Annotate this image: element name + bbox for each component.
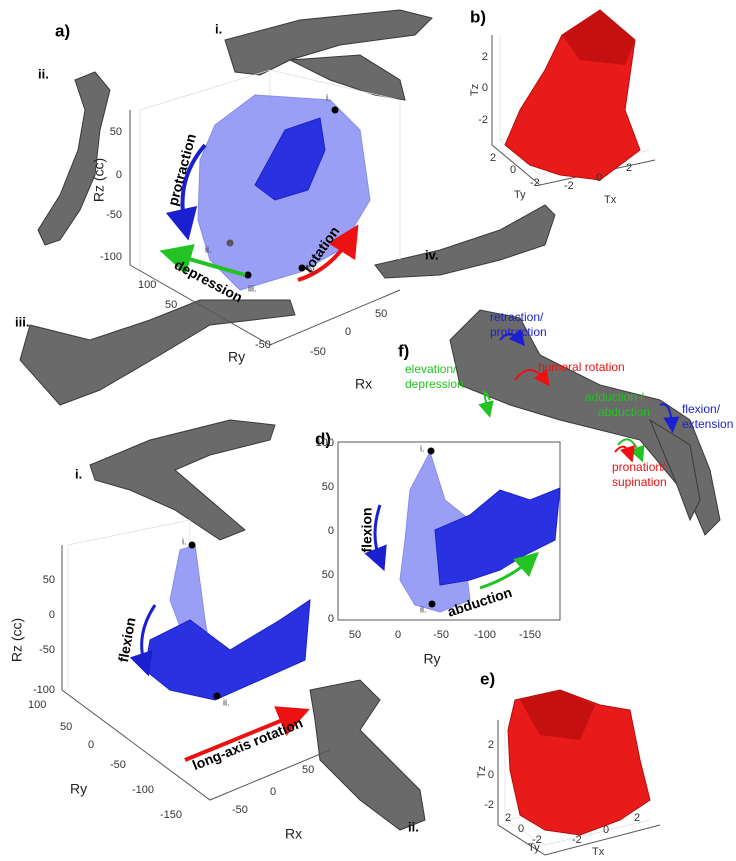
axis-label: Ry <box>70 781 87 797</box>
motion-label: elevation/ <box>405 362 457 376</box>
tick-label: -50 <box>433 629 449 641</box>
bone-label: iii. <box>15 314 29 329</box>
axis-label: Ry <box>423 651 440 667</box>
tick-label: 0 <box>345 326 351 338</box>
tick-label: 0 <box>395 629 401 641</box>
annotation: flexion <box>115 616 139 663</box>
tick-label: -50 <box>255 339 271 351</box>
tick-label: 0 <box>88 739 94 751</box>
bone-label: iv. <box>425 247 439 262</box>
motion-label: depression <box>405 377 464 391</box>
axis-label: Rz (cc) <box>91 158 107 202</box>
tick-label: -2 <box>572 834 582 846</box>
point-label: ii. <box>420 604 427 614</box>
tick-label: -100 <box>474 629 496 641</box>
tick-label: -50 <box>232 804 248 816</box>
tick-label: 0 <box>510 164 516 176</box>
point-label: iv. <box>308 264 316 274</box>
motion-label: extension <box>682 417 733 431</box>
motion-label: abduction <box>598 405 650 419</box>
axis-label: Tx <box>592 846 605 858</box>
motion-label: supination <box>612 475 667 489</box>
figure: a) i. ii. iii. iv. Rz (cc) Ry Rx 50 0 -5… <box>0 0 736 861</box>
panel-label: a) <box>55 21 70 40</box>
axis-label: Tz <box>469 84 481 96</box>
bone-label: i. <box>75 466 82 481</box>
tick-label: 2 <box>488 739 494 751</box>
tick-label: 0 <box>596 172 602 184</box>
annotation: protraction <box>164 132 199 208</box>
tick-label: 50 <box>165 299 177 311</box>
annotation: long-axis rotation <box>190 714 305 773</box>
tick-label: -100 <box>33 684 55 696</box>
axis-label: Rz (cc) <box>9 618 25 662</box>
tick-label: 50 <box>375 308 387 320</box>
bone-label: ii. <box>38 66 49 81</box>
bone-label: ii. <box>408 819 419 834</box>
tick-label: 100 <box>138 279 156 291</box>
tick-label: 50 <box>322 569 334 581</box>
tick-label: -50 <box>106 209 122 221</box>
tick-label: 50 <box>322 481 334 493</box>
axis-label: Tz <box>476 766 488 778</box>
tick-label: -100 <box>100 251 122 263</box>
tick-label: 0 <box>270 786 276 798</box>
tick-label: -2 <box>564 180 574 192</box>
panel-label: e) <box>480 669 495 688</box>
tick-label: 50 <box>110 126 122 138</box>
bone-label: i. <box>215 21 222 36</box>
tick-label: -50 <box>110 759 126 771</box>
axis-label: Ry <box>228 349 245 365</box>
tick-label: 2 <box>482 51 488 63</box>
annotation: flexion <box>359 507 375 552</box>
tick-label: 100 <box>316 437 334 449</box>
motion-label: flexion/ <box>682 402 721 416</box>
point-label: iii. <box>248 283 257 293</box>
tick-label: 50 <box>349 629 361 641</box>
tick-label: 2 <box>626 162 632 174</box>
motion-label: adduction / <box>585 390 644 404</box>
tick-label: 100 <box>28 699 46 711</box>
tick-label: -2 <box>478 114 488 126</box>
tick-label: -2 <box>484 799 494 811</box>
tick-label: 0 <box>603 824 609 836</box>
axis-label: Tx <box>604 194 617 206</box>
motion-label: protraction <box>490 325 547 339</box>
tick-label: 0 <box>328 525 334 537</box>
tick-label: 2 <box>505 812 511 824</box>
tick-label: 50 <box>60 721 72 733</box>
panel-b-graphics <box>492 10 655 185</box>
axis-label: Ty <box>514 189 526 201</box>
axis-label: Rx <box>285 826 302 842</box>
tick-label: -50 <box>39 644 55 656</box>
tick-label: 0 <box>328 613 334 625</box>
panel-label: b) <box>470 7 486 26</box>
tick-label: -2 <box>532 834 542 846</box>
tick-label: 0 <box>482 82 488 94</box>
point-label: i. <box>420 443 425 453</box>
tick-label: 0 <box>488 769 494 781</box>
motion-label: retraction/ <box>490 310 544 324</box>
point-label: i. <box>326 92 331 102</box>
tick-label: -2 <box>530 177 540 189</box>
point-label: i. <box>182 536 187 546</box>
tick-label: 50 <box>302 764 314 776</box>
tick-label: 0 <box>116 169 122 181</box>
tick-label: 0 <box>49 609 55 621</box>
tick-label: 50 <box>43 574 55 586</box>
panel-label: f) <box>398 341 409 360</box>
tick-label: 0 <box>518 823 524 835</box>
motion-label: humeral rotation <box>538 360 625 374</box>
motion-label: pronation/ <box>612 460 666 474</box>
tick-label: -100 <box>132 784 154 796</box>
axis-label: Rx <box>355 376 372 392</box>
tick-label: -50 <box>310 346 326 358</box>
tick-label: 2 <box>490 152 496 164</box>
tick-label: 2 <box>634 812 640 824</box>
tick-label: -150 <box>519 629 541 641</box>
tick-label: -150 <box>160 809 182 821</box>
point-label: ii. <box>205 244 212 254</box>
point-label: ii. <box>223 697 230 707</box>
